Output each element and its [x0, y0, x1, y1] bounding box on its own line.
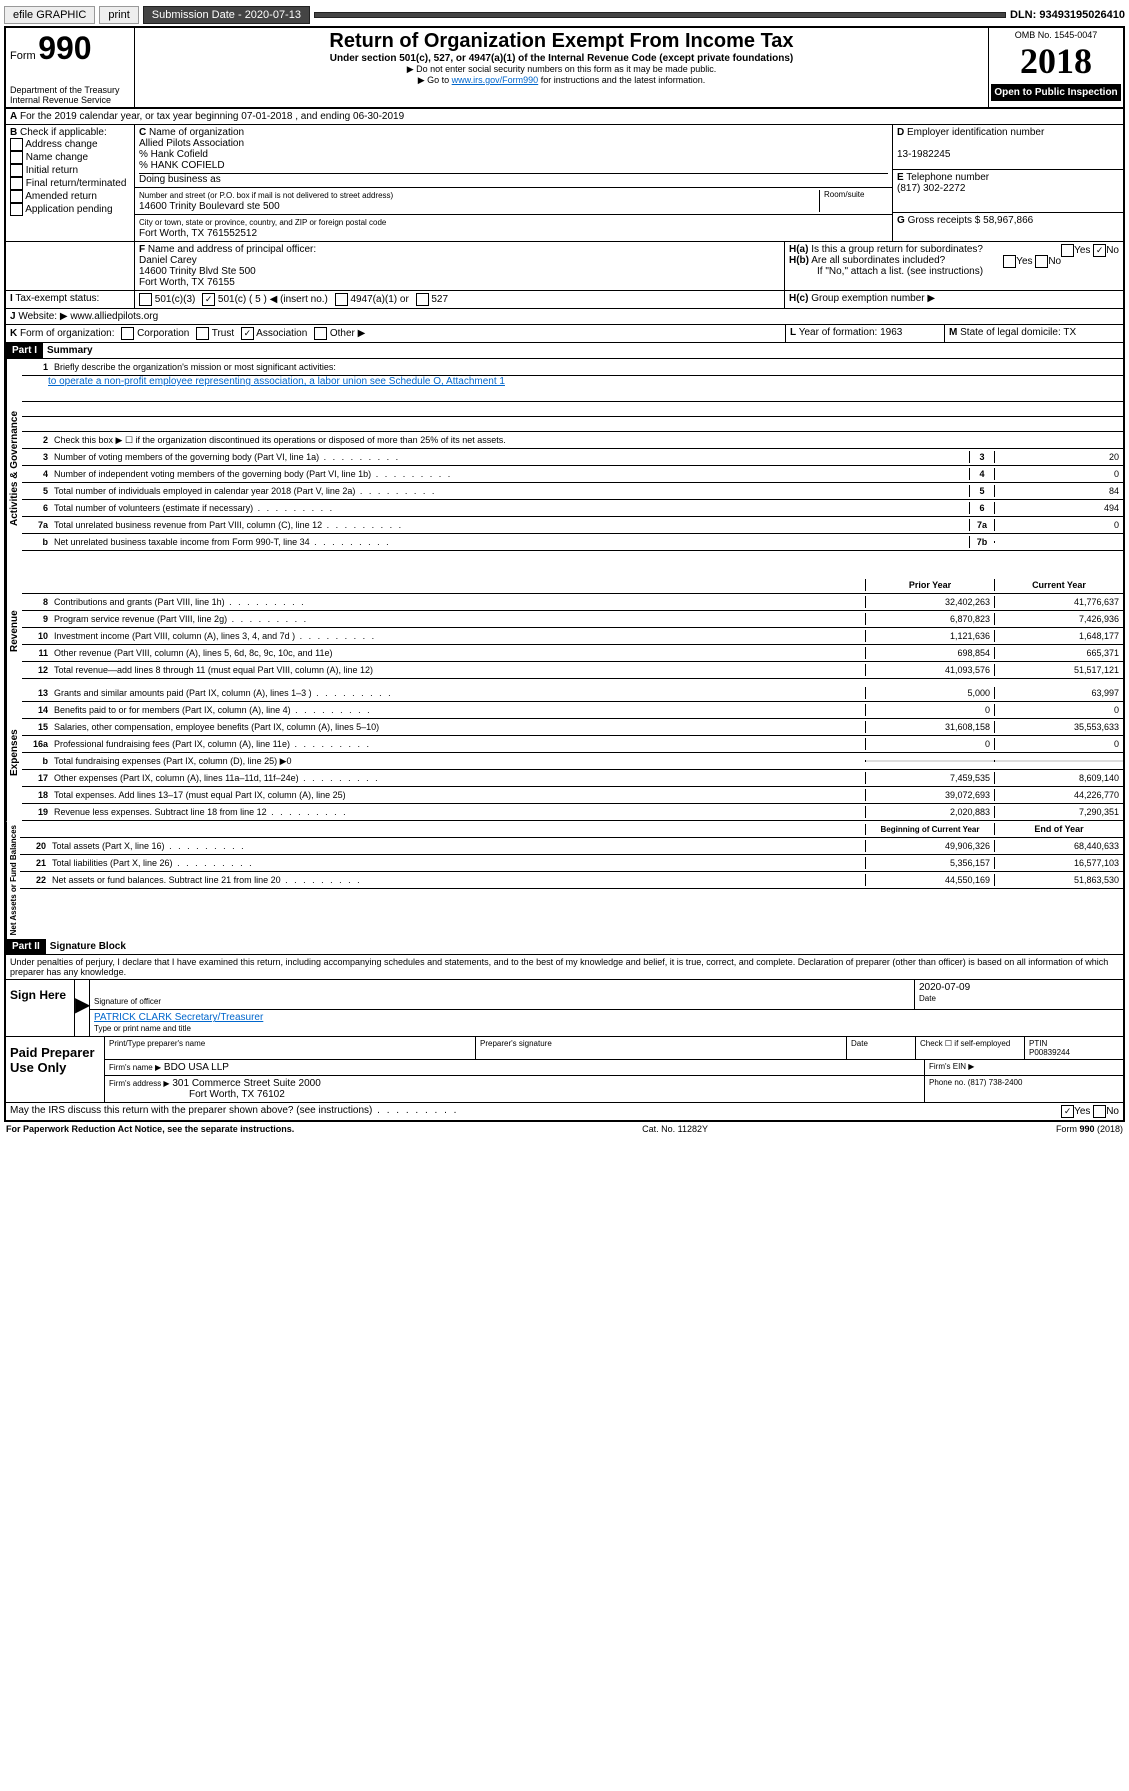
mission-link[interactable]: to operate a non-profit employee represe…	[48, 376, 505, 387]
section-F-H: F Name and address of principal officer:…	[6, 242, 1123, 291]
expenses-section: Expenses 13Grants and similar amounts pa…	[6, 685, 1123, 821]
check-assoc[interactable]: ✓	[241, 327, 254, 340]
paid-preparer-block: Paid Preparer Use Only Print/Type prepar…	[6, 1037, 1123, 1103]
check-hb-yes[interactable]	[1003, 255, 1016, 268]
gross-receipts: 58,967,866	[983, 215, 1033, 226]
form-subtitle: Under section 501(c), 527, or 4947(a)(1)…	[137, 53, 986, 64]
governance-section: Activities & Governance 1Briefly describ…	[6, 359, 1123, 577]
part2-header: Part II Signature Block	[6, 939, 1123, 955]
page-footer: For Paperwork Reduction Act Notice, see …	[4, 1122, 1125, 1136]
check-corp[interactable]	[121, 327, 134, 340]
note-ssn: ▶ Do not enter social security numbers o…	[137, 64, 986, 75]
submission-date-button[interactable]: Submission Date - 2020-07-13	[143, 6, 310, 24]
section-K-L-M: K Form of organization: Corporation Trus…	[6, 325, 1123, 343]
netassets-section: Net Assets or Fund Balances Beginning of…	[6, 821, 1123, 939]
officer-name: Daniel Carey	[139, 255, 197, 266]
check-501c3[interactable]	[139, 293, 152, 306]
officer-name-link[interactable]: PATRICK CLARK Secretary/Treasurer	[94, 1012, 263, 1023]
ein-value: 13-1982245	[897, 149, 950, 160]
phone-value: (817) 302-2272	[897, 183, 965, 194]
sign-arrow-icon: ▶	[74, 980, 90, 1036]
section-J: J Website: ▶ www.alliedpilots.org	[6, 309, 1123, 325]
omb-number: OMB No. 1545-0047	[991, 30, 1121, 40]
check-other[interactable]	[314, 327, 327, 340]
org-city: Fort Worth, TX 761552512	[139, 228, 257, 239]
check-discuss-no[interactable]	[1093, 1105, 1106, 1118]
check-discuss-yes[interactable]: ✓	[1061, 1105, 1074, 1118]
dln-label: DLN: 93493195026410	[1010, 9, 1125, 21]
line-A: A For the 2019 calendar year, or tax yea…	[6, 109, 1123, 125]
form-number: 990	[38, 30, 91, 66]
form-label: Form	[10, 50, 36, 62]
note-goto: ▶ Go to www.irs.gov/Form990 for instruct…	[137, 75, 986, 86]
check-ha-yes[interactable]	[1061, 244, 1074, 257]
check-name-change[interactable]	[10, 151, 23, 164]
form-title: Return of Organization Exempt From Incom…	[137, 30, 986, 53]
spacer-button	[314, 12, 1006, 18]
top-toolbar: efile GRAPHIC print Submission Date - 20…	[4, 4, 1125, 26]
section-B-through-G: B Check if applicable: Address change Na…	[6, 125, 1123, 242]
revenue-section: Revenue Prior YearCurrent Year 8Contribu…	[6, 577, 1123, 685]
perjury-statement: Under penalties of perjury, I declare th…	[6, 955, 1123, 980]
form-header: Form 990 Department of the Treasury Inte…	[6, 28, 1123, 109]
check-trust[interactable]	[196, 327, 209, 340]
form-container: Form 990 Department of the Treasury Inte…	[4, 26, 1125, 1122]
org-address: 14600 Trinity Boulevard ste 500	[139, 201, 280, 212]
check-amended[interactable]	[10, 190, 23, 203]
efile-button[interactable]: efile GRAPHIC	[4, 6, 95, 24]
website-value: www.alliedpilots.org	[70, 311, 158, 322]
discuss-row: May the IRS discuss this return with the…	[6, 1103, 1123, 1120]
check-4947[interactable]	[335, 293, 348, 306]
department-label: Department of the Treasury Internal Reve…	[10, 85, 130, 105]
check-hb-no[interactable]	[1035, 255, 1048, 268]
tax-year: 2018	[991, 40, 1121, 82]
check-ha-no[interactable]: ✓	[1093, 244, 1106, 257]
check-501c[interactable]: ✓	[202, 293, 215, 306]
part1-header: Part I Summary	[6, 343, 1123, 359]
check-address-change[interactable]	[10, 138, 23, 151]
sign-here-block: Sign Here ▶ Signature of officer 2020-07…	[6, 980, 1123, 1037]
print-button[interactable]: print	[99, 6, 138, 24]
org-name: Allied Pilots Association	[139, 138, 244, 149]
check-527[interactable]	[416, 293, 429, 306]
check-initial-return[interactable]	[10, 164, 23, 177]
check-application-pending[interactable]	[10, 203, 23, 216]
irs-link[interactable]: www.irs.gov/Form990	[452, 75, 539, 85]
section-I: I Tax-exempt status: 501(c)(3) ✓ 501(c) …	[6, 291, 1123, 309]
check-final-return[interactable]	[10, 177, 23, 190]
open-inspection-badge: Open to Public Inspection	[991, 84, 1121, 101]
